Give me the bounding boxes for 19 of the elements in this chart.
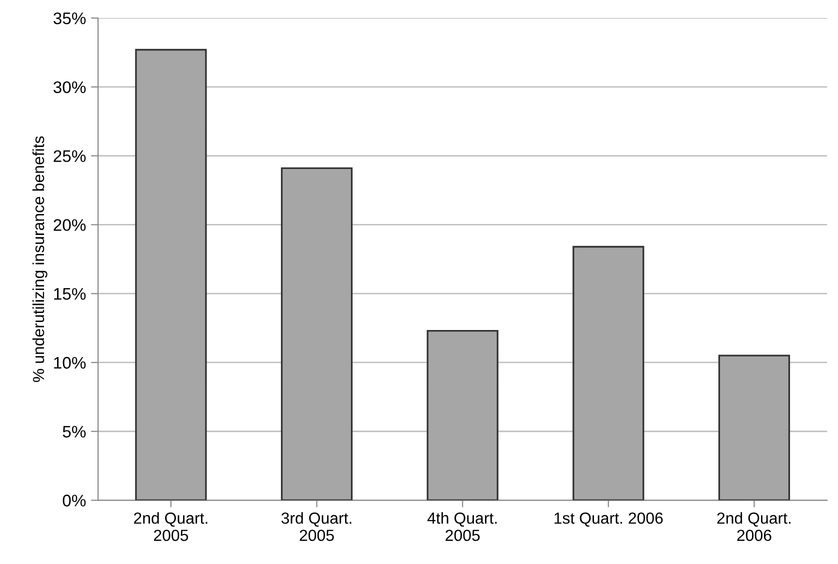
y-tick-label: 5%	[62, 426, 86, 438]
bar	[426, 330, 498, 500]
y-tick-label: 20%	[54, 219, 86, 231]
bar	[280, 167, 353, 500]
y-tick-label: 10%	[54, 356, 86, 369]
bar	[572, 246, 644, 500]
x-tick-label: 3rd Quart. 2005	[281, 512, 352, 542]
x-tick-label: 1st Quart. 2006	[554, 512, 663, 527]
x-tick-label: 2nd Quart. 2005	[134, 512, 208, 542]
bar	[718, 354, 790, 500]
y-axis-title: % underutilizing insurance benefits	[32, 136, 48, 382]
y-tick-label: 0%	[62, 494, 86, 506]
y-tick-label: 35%	[54, 12, 86, 24]
y-tick-label: 15%	[54, 288, 86, 300]
x-tick-label: 2nd Quart. 2006	[717, 512, 790, 542]
y-tick-label: 30%	[54, 81, 86, 94]
x-tick-label: 4th Quart. 2005	[427, 512, 497, 542]
bar	[135, 48, 207, 500]
y-tick-label: 25%	[54, 150, 86, 162]
